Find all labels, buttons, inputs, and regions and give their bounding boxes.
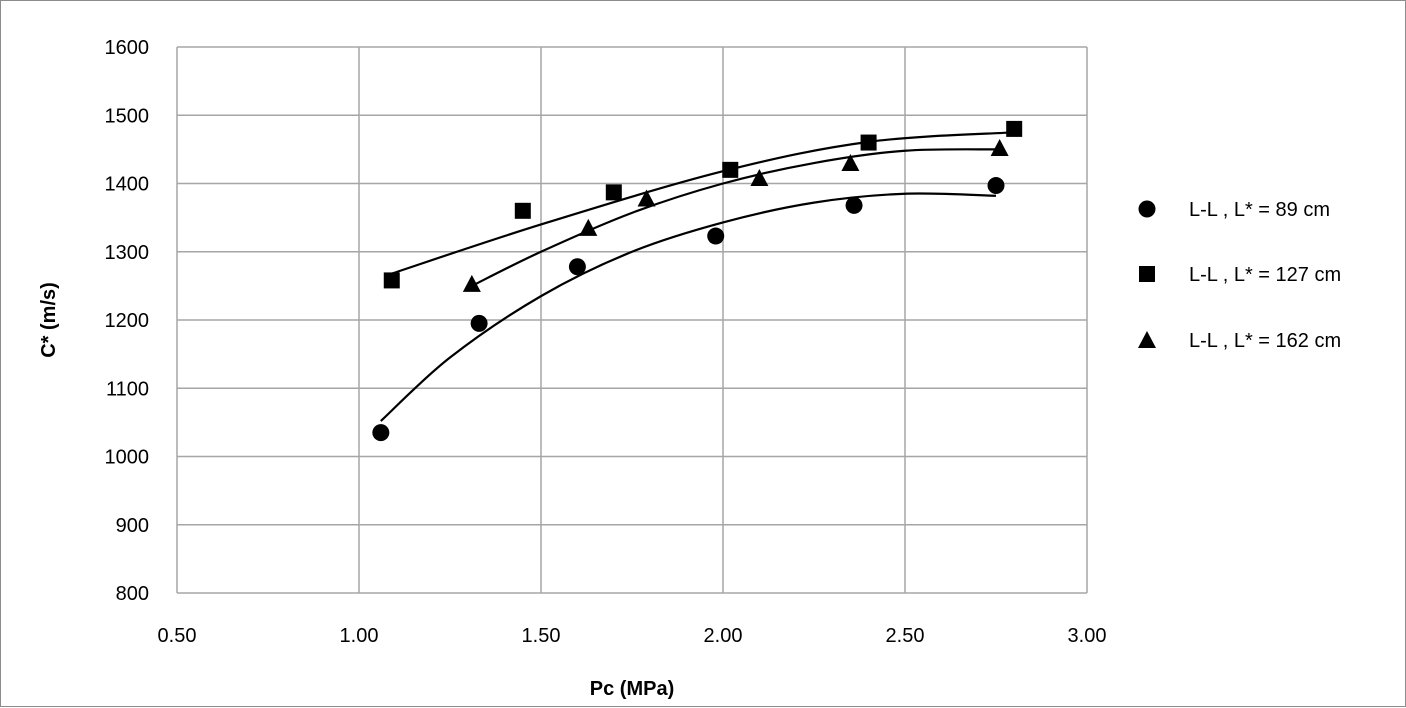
y-tick-label: 900: [116, 515, 149, 537]
trendline-circle: [380, 192, 997, 422]
y-tick-label: 1600: [105, 37, 150, 59]
data-point-triangle: [462, 274, 481, 292]
legend-label: L-L , L* = 89 cm: [1189, 199, 1330, 221]
y-tick-label: 800: [116, 583, 149, 605]
y-tick-labels: 800 900 1000 1100 1200 1300 1400 1500 1600: [105, 37, 150, 605]
data-point-square: [860, 134, 877, 151]
legend: L-L , L* = 89 cm L-L , L* = 127 cm L-L , L…: [1138, 199, 1341, 352]
x-axis-title: Pc (MPa): [590, 678, 674, 700]
y-axis-title: C* (m/s): [38, 282, 60, 358]
data-point-circle: [707, 227, 725, 245]
x-tick-label: 1.00: [340, 625, 379, 647]
legend-triangle-icon: [1138, 331, 1156, 348]
x-tick-labels: 0.50 1.00 1.50 2.00 2.50 3.00: [158, 625, 1107, 647]
data-point-circle: [845, 196, 863, 214]
data-point-triangle: [990, 139, 1009, 157]
data-point-square: [383, 272, 400, 289]
data-point-triangle: [750, 169, 769, 187]
data-point-square: [605, 184, 622, 201]
data-point-circle: [987, 177, 1005, 195]
y-tick-label: 1300: [105, 242, 150, 264]
data-point-circle: [470, 314, 488, 332]
x-tick-label: 3.00: [1068, 625, 1107, 647]
y-tick-label: 1200: [105, 310, 150, 332]
x-tick-label: 1.50: [522, 625, 561, 647]
data-point-circle: [568, 258, 586, 276]
y-tick-label: 1100: [106, 378, 149, 400]
x-tick-label: 2.00: [704, 625, 743, 647]
data-points: [372, 120, 1023, 442]
data-point-square: [514, 202, 531, 219]
trendline-triangle: [471, 148, 1000, 287]
y-tick-label: 1500: [105, 105, 150, 127]
grid-lines: [176, 46, 1088, 594]
data-point-triangle: [841, 154, 860, 172]
trendlines: [380, 131, 1015, 422]
x-tick-label: 0.50: [158, 625, 197, 647]
legend-square-icon: [1139, 266, 1155, 282]
data-point-square: [1006, 120, 1023, 137]
data-point-square: [722, 161, 739, 178]
legend-label: L-L , L* = 127 cm: [1189, 264, 1341, 286]
data-point-triangle: [637, 189, 656, 207]
y-tick-label: 1400: [105, 174, 150, 196]
data-point-circle: [372, 424, 390, 442]
y-tick-label: 1000: [105, 447, 150, 469]
x-tick-label: 2.50: [886, 625, 925, 647]
legend-label: L-L , L* = 162 cm: [1189, 330, 1341, 352]
data-point-triangle: [579, 218, 598, 236]
legend-circle-icon: [1138, 200, 1156, 218]
